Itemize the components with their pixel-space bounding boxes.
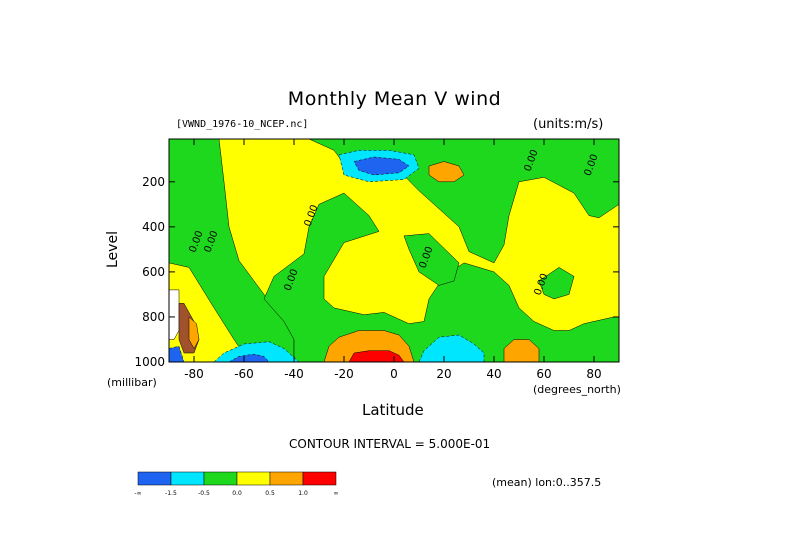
chart-title: Monthly Mean V wind [287, 88, 502, 110]
legend-swatch [137, 471, 172, 486]
x-tick-label: -60 [234, 367, 254, 381]
contour-region [168, 289, 180, 340]
color-legend: -∞ -1.5 -0.5 0.0 0.5 1.0 ∞ [134, 471, 339, 497]
units-label: (units:m/s) [533, 117, 604, 132]
legend-label: -∞ [134, 490, 141, 497]
x-axis-label: Latitude [362, 401, 424, 419]
legend-label: -0.5 [198, 490, 210, 497]
x-tick-label: -80 [184, 367, 204, 381]
legend-swatch [269, 471, 304, 486]
x-tick-label: 0 [390, 367, 398, 381]
x-tick-label: 40 [486, 367, 501, 381]
axis-ticks: -80 -60 -40 -20 0 20 40 60 80 200 400 600 800 1000 [134, 139, 619, 381]
y-tick-label: 400 [142, 220, 165, 234]
y-axis-units: (millibar) [107, 376, 157, 389]
x-tick-label: -40 [284, 367, 304, 381]
contour-region [353, 156, 410, 176]
legend-swatch [302, 471, 337, 486]
x-tick-label: -20 [334, 367, 354, 381]
legend-label: 0.5 [265, 490, 275, 497]
contour-interval-text: CONTOUR INTERVAL = 5.000E-01 [289, 437, 491, 451]
contour-region [188, 316, 200, 350]
y-tick-label: 200 [142, 175, 165, 189]
legend-swatch [203, 471, 238, 486]
contour-region [403, 233, 460, 286]
contour-region [263, 192, 620, 363]
subset-text: (mean) lon:0..357.5 [492, 476, 602, 489]
x-tick-label: 60 [536, 367, 551, 381]
contour-region [428, 161, 465, 183]
legend-label: 1.0 [298, 490, 308, 497]
y-tick-label: 1000 [134, 355, 165, 369]
x-axis-units: (degrees_north) [533, 383, 621, 396]
legend-label: ∞ [334, 490, 339, 497]
legend-swatch [170, 471, 205, 486]
legend-swatch [236, 471, 271, 486]
contour-region [538, 267, 575, 300]
y-tick-label: 600 [142, 265, 165, 279]
filled-contours [168, 138, 620, 363]
legend-label: -1.5 [165, 490, 177, 497]
legend-label: 0.0 [232, 490, 242, 497]
x-tick-label: 20 [436, 367, 451, 381]
dataset-label: [VWND_1976-10_NCEP.nc] [176, 119, 309, 130]
y-tick-label: 800 [142, 310, 165, 324]
contour-region [418, 334, 485, 363]
x-tick-label: 80 [586, 367, 601, 381]
contour-region [213, 341, 300, 363]
